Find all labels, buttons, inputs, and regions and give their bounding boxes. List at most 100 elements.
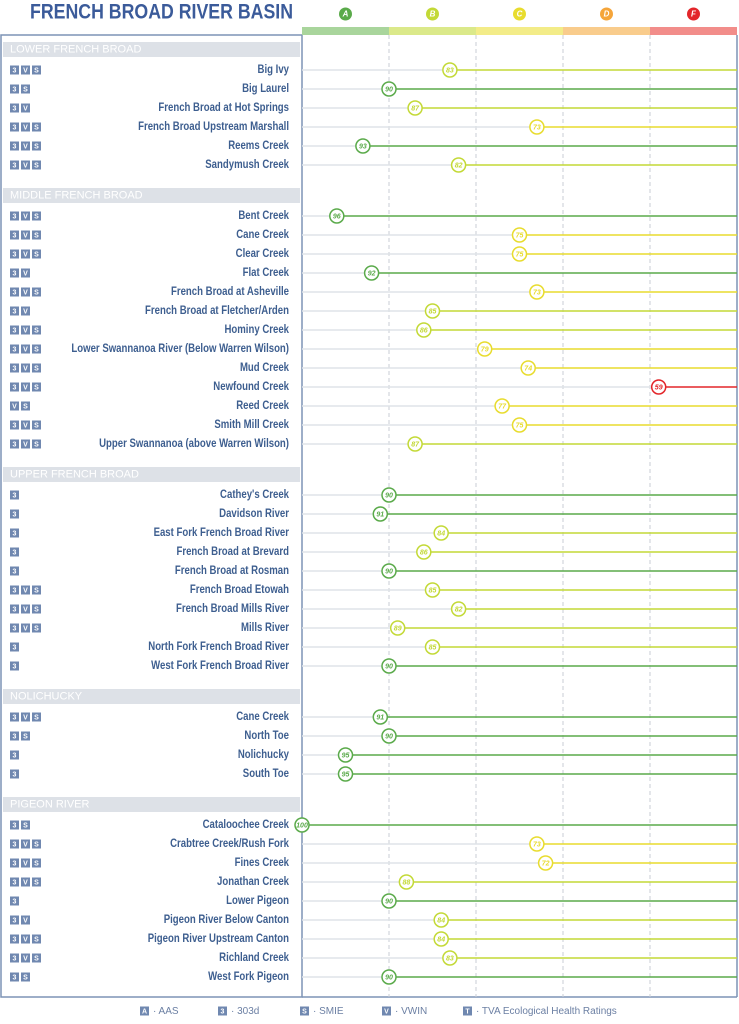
source-code: S bbox=[34, 67, 39, 74]
source-badge bbox=[10, 509, 19, 519]
source-badge bbox=[10, 528, 19, 538]
stream-name: Pigeon River Below Canton bbox=[164, 913, 289, 926]
source-badge bbox=[21, 712, 30, 722]
source-code: S bbox=[23, 974, 28, 981]
legend-label: · TVA Ecological Health Ratings bbox=[476, 1006, 617, 1017]
score-marker bbox=[407, 436, 423, 452]
source-code: V bbox=[12, 403, 17, 410]
legend-label: · AAS bbox=[153, 1006, 179, 1017]
source-code: 3 bbox=[13, 492, 17, 499]
source-code: S bbox=[34, 384, 39, 391]
stream-name: Fines Creek bbox=[235, 856, 290, 869]
source-code: 3 bbox=[13, 308, 17, 315]
source-code: S bbox=[34, 124, 39, 131]
grade-label: F bbox=[691, 10, 697, 19]
source-badge bbox=[32, 382, 41, 392]
source-badge bbox=[10, 287, 19, 297]
source-code: S bbox=[34, 422, 39, 429]
score-label: 91 bbox=[376, 714, 384, 721]
source-code: 3 bbox=[13, 511, 17, 518]
score-marker bbox=[381, 893, 397, 909]
stream-name: French Broad at Asheville bbox=[171, 285, 289, 298]
source-code: V bbox=[23, 270, 28, 277]
source-code: S bbox=[34, 162, 39, 169]
score-marker bbox=[442, 62, 458, 78]
source-badge bbox=[10, 490, 19, 500]
score-marker bbox=[424, 582, 441, 598]
score-marker bbox=[529, 836, 545, 852]
source-code: V bbox=[23, 422, 28, 429]
source-code: V bbox=[23, 162, 28, 169]
source-badge bbox=[32, 141, 41, 151]
score-marker bbox=[372, 709, 389, 725]
source-badge bbox=[21, 141, 30, 151]
score-marker bbox=[511, 227, 528, 243]
stream-name: French Broad Upstream Marshall bbox=[138, 120, 289, 133]
source-code: 3 bbox=[13, 365, 17, 372]
grade-badge bbox=[687, 7, 700, 21]
score-label: 72 bbox=[542, 860, 550, 867]
source-badge bbox=[32, 858, 41, 868]
source-badge bbox=[21, 103, 30, 113]
score-marker bbox=[424, 639, 441, 655]
source-code: S bbox=[34, 879, 39, 886]
source-badge bbox=[32, 344, 41, 354]
score-label: 75 bbox=[516, 232, 524, 239]
grade-badge bbox=[339, 7, 352, 21]
score-marker bbox=[337, 766, 354, 782]
source-badge bbox=[10, 566, 19, 576]
source-code: V bbox=[23, 105, 28, 112]
source-badge bbox=[32, 953, 41, 963]
section-title: UPPER FRENCH BROAD bbox=[10, 468, 139, 480]
source-badge bbox=[10, 65, 19, 75]
stream-name: Big Laurel bbox=[242, 82, 289, 95]
source-code: 3 bbox=[221, 1008, 225, 1015]
score-marker bbox=[381, 969, 397, 985]
score-marker bbox=[520, 360, 536, 376]
score-label: 90 bbox=[385, 568, 393, 575]
source-badge bbox=[32, 585, 41, 595]
source-code: 3 bbox=[13, 105, 17, 112]
score-marker bbox=[389, 620, 406, 636]
source-code: 3 bbox=[13, 771, 17, 778]
source-badge bbox=[21, 858, 30, 868]
source-badge bbox=[10, 820, 19, 830]
source-code: 3 bbox=[13, 441, 17, 448]
source-code: 3 bbox=[13, 606, 17, 613]
stream-name: Cane Creek bbox=[236, 228, 290, 241]
score-label: 82 bbox=[455, 606, 463, 613]
score-marker bbox=[372, 506, 389, 522]
source-code: S bbox=[34, 955, 39, 962]
source-badge bbox=[10, 325, 19, 335]
source-code: 3 bbox=[13, 917, 17, 924]
source-badge bbox=[32, 623, 41, 633]
source-badge bbox=[21, 249, 30, 259]
source-code: S bbox=[34, 346, 39, 353]
score-label: 73 bbox=[533, 289, 541, 296]
source-code: S bbox=[34, 606, 39, 613]
source-code: V bbox=[23, 251, 28, 258]
source-code: 3 bbox=[13, 327, 17, 334]
source-code: 3 bbox=[13, 67, 17, 74]
stream-name: North Toe bbox=[244, 729, 289, 742]
source-badge bbox=[10, 972, 19, 982]
stream-name: Crabtree Creek/Rush Fork bbox=[170, 837, 290, 850]
score-marker bbox=[442, 950, 458, 966]
score-label: 75 bbox=[516, 251, 524, 258]
source-badge bbox=[21, 839, 30, 849]
stream-name: Lower Swannanoa River (Below Warren Wils… bbox=[71, 342, 289, 355]
score-label: 85 bbox=[429, 308, 437, 315]
source-code: 3 bbox=[13, 143, 17, 150]
score-label: 87 bbox=[411, 105, 420, 112]
score-label: 90 bbox=[385, 86, 393, 93]
source-code: 3 bbox=[13, 422, 17, 429]
score-label: 74 bbox=[524, 365, 532, 372]
source-code: V bbox=[23, 289, 28, 296]
source-badge bbox=[10, 896, 19, 906]
source-code: T bbox=[465, 1008, 470, 1015]
score-label: 87 bbox=[411, 441, 420, 448]
source-badge bbox=[21, 585, 30, 595]
source-code: V bbox=[23, 587, 28, 594]
stream-name: Nolichucky bbox=[238, 748, 289, 761]
source-code: V bbox=[23, 917, 28, 924]
